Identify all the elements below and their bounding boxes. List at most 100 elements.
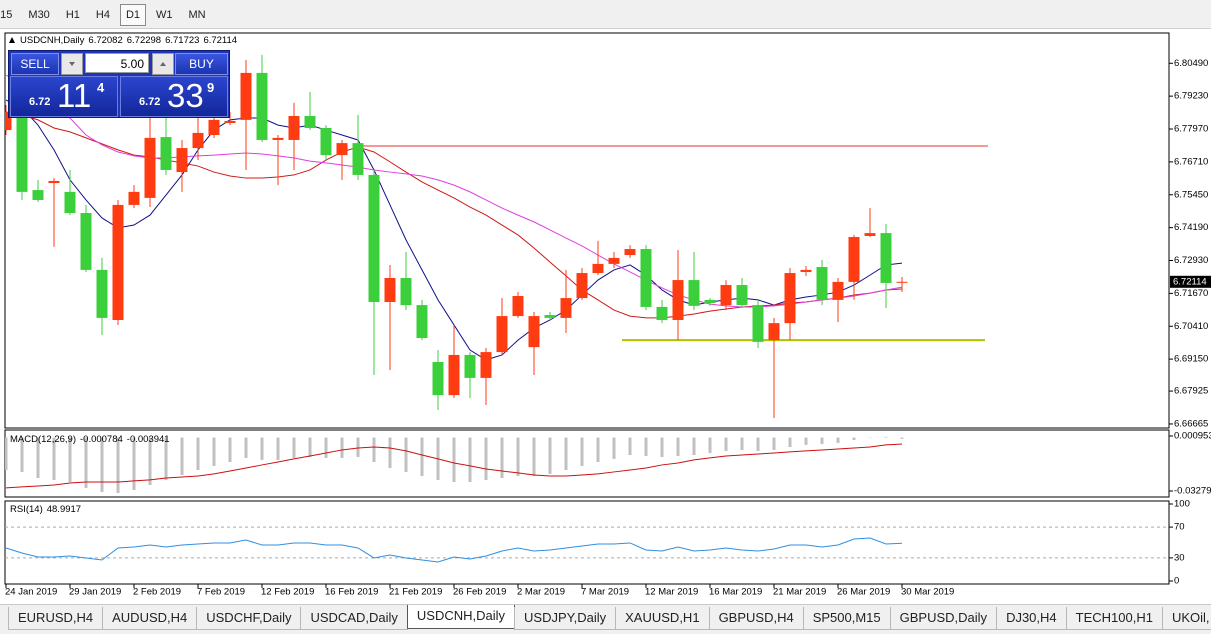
y-tick-label: 6.76710 [1174,156,1208,167]
buy-price[interactable]: 6.72 33 9 [120,76,228,117]
macd-bar [612,437,616,459]
macd-bar [820,437,824,444]
chart-tab[interactable]: TECH100,H1 [1065,607,1163,630]
candle-body [160,137,172,170]
y-tick-label: 70 [1174,522,1185,533]
candle-body [448,354,460,396]
candle-body [768,323,780,341]
macd-bar [580,437,584,466]
candle-body [384,277,396,302]
y-tick-label: 6.75450 [1174,189,1208,200]
candle-body [336,143,348,156]
chart-tab[interactable]: USDCNH,Daily [406,605,516,629]
buy-button[interactable]: BUY [175,53,228,75]
chart-tab[interactable]: EURUSD,H4 [8,607,104,630]
chart-tab[interactable]: GBPUSD,Daily [889,607,998,630]
current-price-box [1170,275,1211,288]
title-value: 6.72298 [127,35,161,46]
candle-body [816,267,828,300]
candle-body [288,115,300,140]
candle-body [240,72,252,120]
macd-bar [180,437,184,476]
timeframe-button[interactable]: H1 [65,9,80,21]
chart-tab[interactable]: AUDUSD,H4 [102,607,198,630]
candle-body [5,112,12,131]
sell-button[interactable]: SELL [11,53,59,75]
sell-price[interactable]: 6.72 11 4 [10,76,118,117]
x-tick-label: 21 Mar 2019 [773,587,826,598]
current-price-label: 6.72114 [1173,276,1207,287]
fraction: 9 [207,80,215,95]
candle-body [592,263,604,274]
y-tick-label: 0.000953 [1174,431,1211,442]
macd-bar [324,437,328,458]
macd-bar [52,437,56,480]
candle-body [672,280,684,320]
title-value: -0.003941 [127,434,170,445]
timeframe-toolbar: M15 M30 H1 H4 D1 W1 MN [0,0,1211,29]
candle-body [784,273,796,324]
macd-bar [756,437,760,451]
chart-tab[interactable]: USDJPY,Daily [514,607,617,630]
chart-tab[interactable]: XAUUSD,H1 [615,607,710,630]
macd-bar [788,437,792,448]
x-tick-label: 29 Jan 2019 [69,587,121,598]
timeframe-button[interactable]: MN [188,9,206,21]
timeframe-button[interactable]: D1 [119,4,146,26]
big-figure: 6.72 [139,96,161,108]
candle-body [864,233,876,236]
candle-body [624,249,636,256]
macd-bar [20,437,24,472]
candle-body [608,257,620,264]
timeframe-button[interactable]: M15 [0,9,13,21]
macd-bar [660,437,664,457]
y-tick-label: 0 [1174,576,1179,587]
y-tick-label: 6.70410 [1174,321,1208,332]
candle-body [896,281,908,283]
y-tick-label: 6.79230 [1174,91,1208,102]
chart-tab[interactable]: GBPUSD,H4 [708,607,804,630]
candle-body [368,174,380,302]
panel-title: RSI(14) 48.9917 [10,504,81,515]
macd-bar [372,437,376,463]
chart-tab[interactable]: UKOil, [1161,607,1211,630]
timeframe-button[interactable]: H4 [95,9,110,21]
macd-bar [724,437,728,451]
macd-bar [676,437,680,456]
macd-bar [340,437,344,458]
macd-bar [116,437,120,493]
macd-bar [308,437,312,457]
macd-bar [100,437,104,492]
collapse-icon [9,37,15,43]
lot-up[interactable] [152,53,174,75]
macd-bar [772,437,776,450]
candle-body [176,148,188,173]
macd-bar [132,437,136,491]
x-tick-label: 2 Feb 2019 [133,587,181,598]
pips: 33 [167,77,204,114]
chart-tab[interactable]: USDCHF,Daily [196,607,302,630]
timeframe-button[interactable]: M30 [28,9,50,21]
timeframe-button[interactable]: W1 [156,9,173,21]
y-tick-label: 6.69150 [1174,354,1208,365]
candle-body [192,132,204,149]
macd-plot [5,436,904,493]
macd-bar [404,437,408,472]
rsi-panel [4,500,1170,585]
lot-down[interactable] [61,53,83,75]
x-tick-label: 26 Mar 2019 [837,587,890,598]
chart-tab[interactable]: USDCAD,Daily [300,607,408,630]
lot-input[interactable]: 5.00 [85,53,149,73]
macd-bar [5,437,8,470]
chart-tab[interactable]: DJ30,H4 [996,607,1067,630]
y-tick-label: 6.67925 [1174,386,1208,397]
macd-bar [836,437,840,443]
y-tick-label: 100 [1174,499,1190,510]
macd-bar [900,437,904,439]
chart-tab[interactable]: SP500,M15 [802,607,891,630]
x-tick-label: 7 Mar 2019 [581,587,629,598]
x-tick-label: 12 Mar 2019 [645,587,698,598]
candle-body [688,280,700,306]
y-tick-label: 6.71670 [1174,288,1208,299]
